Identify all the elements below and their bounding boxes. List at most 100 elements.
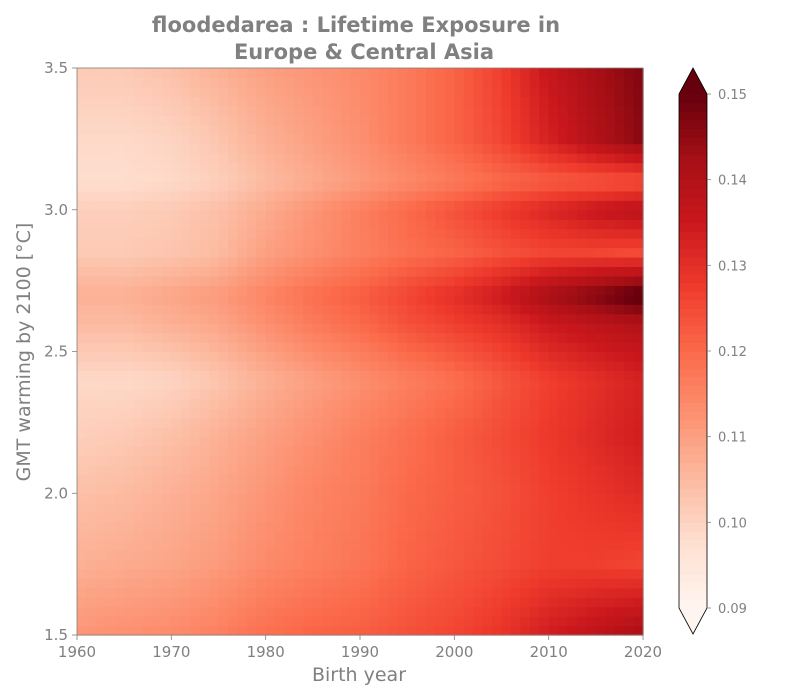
heatmap-cell (293, 597, 304, 608)
heatmap-cell (256, 417, 267, 428)
heatmap-cell (567, 190, 578, 201)
heatmap-cell (133, 521, 144, 532)
heatmap-cell (218, 540, 229, 551)
heatmap-cell (199, 143, 210, 154)
heatmap-cell (510, 181, 521, 192)
heatmap-cell (218, 294, 229, 305)
colorbar-segment (679, 436, 707, 446)
heatmap-cell (501, 219, 512, 230)
heatmap-cell (246, 190, 257, 201)
heatmap-cell (161, 436, 172, 447)
heatmap-cell (77, 360, 88, 371)
heatmap-cell (624, 332, 635, 343)
heatmap-cell (303, 408, 314, 419)
heatmap-cell (322, 398, 333, 409)
heatmap-cell (265, 483, 276, 494)
heatmap-cell (482, 228, 493, 239)
heatmap-cell (378, 266, 389, 277)
heatmap-cell (633, 332, 644, 343)
heatmap-cell (124, 587, 135, 598)
heatmap-cell (416, 606, 427, 617)
heatmap-cell (407, 323, 418, 334)
heatmap-cell (143, 77, 154, 88)
heatmap-cell (256, 68, 267, 79)
heatmap-cell (492, 86, 503, 97)
heatmap-cell (77, 313, 88, 324)
heatmap-cell (133, 379, 144, 390)
heatmap-cell (473, 389, 484, 400)
heatmap-cell (124, 408, 135, 419)
heatmap-cell (444, 115, 455, 126)
heatmap-cell (246, 464, 257, 475)
heatmap-cell (529, 105, 540, 116)
heatmap-cell (388, 238, 399, 249)
heatmap-cell (454, 313, 465, 324)
heatmap-cell (520, 616, 531, 627)
heatmap-cell (180, 68, 191, 79)
heatmap-cell (237, 446, 248, 457)
heatmap-cell (586, 398, 597, 409)
heatmap-cell (114, 266, 125, 277)
heatmap-cell (199, 446, 210, 457)
chart-title-line1: floodedarea : Lifetime Exposure in (152, 13, 560, 37)
heatmap-cell (473, 115, 484, 126)
heatmap-cell (133, 446, 144, 457)
heatmap-cell (237, 313, 248, 324)
heatmap-cell (256, 219, 267, 230)
heatmap-cell (378, 427, 389, 438)
heatmap-cell (256, 483, 267, 494)
heatmap-cell (284, 304, 295, 315)
heatmap-cell (171, 143, 182, 154)
heatmap-cell (435, 379, 446, 390)
heatmap-cell (463, 228, 474, 239)
heatmap-cell (180, 304, 191, 315)
heatmap-cell (190, 209, 201, 220)
heatmap-cell (275, 483, 286, 494)
heatmap-cell (265, 275, 276, 286)
heatmap-cell (143, 606, 154, 617)
heatmap-cell (133, 540, 144, 551)
heatmap-cell (510, 370, 521, 381)
heatmap-cell (209, 606, 220, 617)
heatmap-cell (105, 616, 116, 627)
heatmap-cell (435, 464, 446, 475)
heatmap-cell (539, 540, 550, 551)
heatmap-cell (77, 275, 88, 286)
heatmap-cell (388, 313, 399, 324)
heatmap-cell (378, 294, 389, 305)
colorbar-segment (679, 333, 707, 344)
heatmap-cell (388, 247, 399, 258)
heatmap-cell (322, 68, 333, 79)
heatmap-cell (105, 342, 116, 353)
colorbar-segment (679, 248, 707, 258)
heatmap-cell (265, 257, 276, 268)
heatmap-cell (492, 181, 503, 192)
heatmap-cell (492, 559, 503, 570)
heatmap-cell (397, 342, 408, 353)
heatmap-cell (124, 153, 135, 164)
heatmap-cell (473, 474, 484, 485)
heatmap-cell (77, 77, 88, 88)
heatmap-cell (605, 493, 616, 504)
heatmap-cell (444, 105, 455, 116)
heatmap-cell (482, 238, 493, 249)
heatmap-cell (388, 464, 399, 475)
heatmap-cell (124, 115, 135, 126)
heatmap-cell (143, 578, 154, 589)
heatmap-cell (378, 398, 389, 409)
heatmap-cell (548, 436, 559, 447)
heatmap-cell (501, 228, 512, 239)
heatmap-cell (161, 408, 172, 419)
heatmap-cell (520, 304, 531, 315)
heatmap-cell (360, 493, 371, 504)
heatmap-cell (171, 162, 182, 173)
heatmap-cell (407, 181, 418, 192)
heatmap-cell (454, 370, 465, 381)
heatmap-cell (633, 190, 644, 201)
heatmap-cell (341, 219, 352, 230)
heatmap-cell (275, 294, 286, 305)
heatmap-cell (143, 181, 154, 192)
heatmap-cell (416, 115, 427, 126)
heatmap-cell (444, 77, 455, 88)
heatmap-cell (341, 342, 352, 353)
